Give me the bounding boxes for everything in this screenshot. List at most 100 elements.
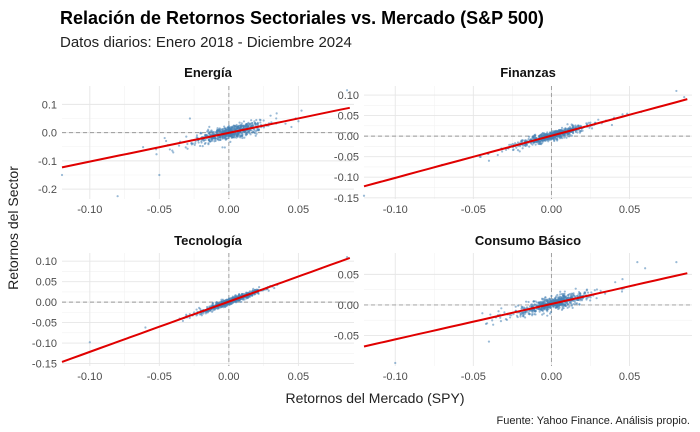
scatter-point <box>221 137 224 140</box>
scatter-point <box>262 126 266 129</box>
scatter-point <box>516 149 520 152</box>
scatter-point <box>247 121 250 124</box>
scatter-point <box>566 123 569 126</box>
scatter-point-outlier <box>172 151 175 154</box>
scatter-point <box>518 150 521 153</box>
x-tick-label: 0.05 <box>288 204 309 216</box>
scatter-point <box>528 305 532 308</box>
scatter-point <box>248 290 252 293</box>
x-axis-title: Retornos del Mercado (SPY) <box>286 390 465 406</box>
scatter-point <box>545 298 548 301</box>
scatter-point <box>560 134 563 137</box>
scatter-point <box>212 130 216 134</box>
y-tick-label: -0.05 <box>334 152 359 164</box>
scatter-point <box>275 117 278 120</box>
scatter-point <box>195 134 199 137</box>
scatter-point <box>528 145 531 148</box>
scatter-point-outlier <box>675 89 678 93</box>
scatter-point <box>541 313 544 316</box>
scatter-point <box>540 308 543 311</box>
scatter-point <box>579 124 582 127</box>
scatter-point <box>519 315 522 318</box>
scatter-point <box>536 140 539 143</box>
scatter-point <box>254 134 257 137</box>
y-tick-label: 0.00 <box>338 300 359 312</box>
scatter-point <box>515 314 519 317</box>
scatter-point <box>273 286 276 290</box>
x-tick-label: 0.00 <box>218 371 239 383</box>
scatter-point <box>578 303 581 306</box>
scatter-point <box>250 121 254 125</box>
scatter-point-outlier <box>290 125 293 129</box>
scatter-point <box>527 135 531 138</box>
scatter-point <box>558 297 562 300</box>
scatter-point <box>574 287 577 290</box>
chart-title: Relación de Retornos Sectoriales vs. Mer… <box>60 8 544 28</box>
scatter-point <box>257 292 260 296</box>
scatter-point <box>542 140 545 143</box>
y-tick-label: -0.05 <box>334 330 359 342</box>
scatter-point <box>588 126 591 129</box>
scatter-point <box>255 118 258 122</box>
scatter-point <box>553 136 556 139</box>
scatter-point-outlier <box>636 261 639 264</box>
scatter-point <box>542 133 545 137</box>
scatter-point <box>537 303 541 306</box>
scatter-point-outlier <box>345 89 349 92</box>
scatter-point <box>215 303 218 306</box>
scatter-point <box>532 141 535 144</box>
scatter-point <box>548 131 552 134</box>
scatter-point-outlier <box>269 114 272 117</box>
scatter-point <box>202 139 205 142</box>
x-tick-label: -0.05 <box>147 371 172 383</box>
x-tick-label: 0.05 <box>619 204 640 216</box>
facet-panel-2: Finanzas -0.10 -0.05 0.00 0.05 -0.15 -0.10 -0.0… <box>334 65 692 216</box>
panel-title: Tecnología <box>174 233 242 248</box>
scatter-point <box>552 299 555 302</box>
scatter-point <box>541 132 545 135</box>
scatter-point <box>485 322 489 325</box>
scatter-point <box>216 129 219 132</box>
scatter-point <box>250 129 253 132</box>
scatter-point <box>620 290 624 293</box>
scatter-point <box>223 125 226 128</box>
scatter-point <box>527 300 530 304</box>
scatter-point-outlier <box>683 95 686 99</box>
scatter-point <box>576 298 579 301</box>
scatter-point <box>563 292 566 296</box>
scatter-point <box>216 127 219 130</box>
scatter-point <box>496 153 499 157</box>
scatter-point <box>571 292 574 295</box>
x-tick-label: -0.05 <box>461 204 486 216</box>
scatter-point <box>524 312 527 315</box>
scatter-point-outlier <box>88 341 91 344</box>
y-tick-label: -0.15 <box>334 193 359 205</box>
scatter-point <box>509 143 513 146</box>
y-tick-label: 0.05 <box>338 111 359 123</box>
scatter-point <box>235 134 238 137</box>
scatter-point <box>193 143 196 146</box>
regression-line <box>363 272 688 348</box>
scatter-point <box>621 278 624 281</box>
scatter-point <box>171 149 174 152</box>
scatter-point <box>595 288 599 291</box>
scatter-point <box>538 310 541 313</box>
scatter-point <box>516 141 520 144</box>
scatter-point-outlier <box>675 261 678 264</box>
scatter-point-outlier <box>144 326 147 329</box>
scatter-point <box>184 146 187 149</box>
scatter-point <box>621 113 624 116</box>
scatter-point <box>521 139 524 142</box>
scatter-point <box>503 311 506 314</box>
y-tick-label: -0.10 <box>334 172 359 184</box>
scatter-point <box>560 295 563 299</box>
scatter-point <box>568 125 572 129</box>
scatter-point <box>520 307 523 310</box>
scatter-point <box>508 143 511 147</box>
y-tick-label: 0.05 <box>36 277 57 289</box>
scatter-point <box>534 309 537 313</box>
scatter-point <box>531 143 534 146</box>
scatter-point <box>532 300 535 303</box>
scatter-point <box>570 123 573 126</box>
scatter-point <box>557 134 561 137</box>
